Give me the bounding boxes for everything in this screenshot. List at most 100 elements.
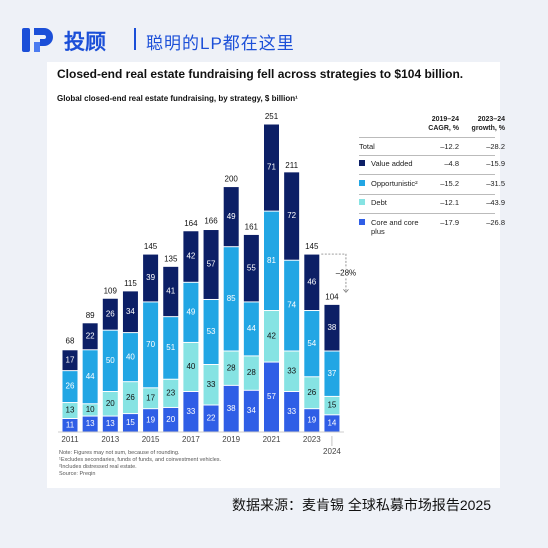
notes: Note: Figures may not sum, because of ro… [59,450,221,478]
bar-segment [122,382,138,414]
segment-label: 49 [186,307,195,316]
segment-label: 81 [267,256,276,265]
segment-label: 51 [166,343,175,352]
segment-label: 26 [307,388,316,397]
footer-source: 数据来源：麦肯锡 全球私募市场报告2025 [232,497,492,513]
bar-segment [264,124,279,211]
bar-segment [284,392,300,432]
bar-segment [183,231,199,282]
segment-label: 28 [247,368,256,377]
brand: 投顾 [64,31,106,54]
total-label: 135 [164,254,178,263]
segment-label: 54 [307,339,316,348]
bar-segment [62,419,78,432]
bar-segment [82,323,98,350]
bar-segment [183,392,199,432]
table-rule [359,193,495,195]
bar-segment [223,351,239,385]
slogan: 聪明的LP都在这里 [146,34,295,53]
segment-label: 10 [86,405,95,414]
segment-label: 49 [227,212,236,221]
segment-label: 15 [126,418,135,427]
bar-segment [243,390,259,432]
bar-segment [243,234,259,302]
table-value: –43.9 [486,198,505,207]
segment-label: 46 [307,277,316,286]
table-header: 2019–24 CAGR, % [428,116,459,132]
annotation-arrow [321,253,347,293]
segment-label: 33 [287,407,296,416]
total-label: 251 [265,112,279,121]
legend-swatch [359,199,365,205]
x-tick-label: 2021 [263,435,281,444]
bar-segment [304,254,320,311]
arrow-head [343,289,349,293]
segment-label: 26 [106,309,115,318]
segment-label: 74 [287,301,296,310]
segment-label: 57 [207,260,216,269]
segment-label: 38 [227,404,236,413]
chart-subtitle: Global closed-end real estate fundraisin… [57,94,298,103]
segment-label: 33 [287,366,296,375]
segment-label: 15 [327,401,336,410]
bar-segment [264,362,279,432]
bar-segment [324,396,340,415]
segment-label: 55 [247,263,256,272]
bar-segment [284,172,300,260]
segment-label: 14 [327,419,336,428]
total-label: 145 [144,242,158,251]
table-value: –28.2 [486,142,505,151]
x-tick-label: 2024 [323,447,341,456]
bar-segment [143,388,159,409]
segment-label: 40 [186,362,195,371]
table-value: –12.2 [440,142,459,151]
segment-label: 70 [146,340,155,349]
table-value: –12.1 [440,198,459,207]
segment-label: 13 [106,419,115,428]
bar-segment [183,342,199,392]
bar-segment [163,317,179,379]
segment-label: 28 [227,363,236,372]
bar-segment [82,350,98,404]
table-value: –31.5 [486,178,505,188]
total-label: 200 [225,175,239,184]
bar-segment [122,414,138,432]
legend-swatch [359,179,365,186]
bar-segment [143,302,159,388]
logo-icon [22,28,53,52]
bar-segment [223,187,239,247]
x-tick-label: 2011 [61,435,79,444]
segment-label: 40 [126,352,135,361]
table-value: –15.9 [486,159,505,168]
segment-label: 37 [327,369,336,378]
table-rule [359,174,495,175]
segment-label: 42 [267,331,276,340]
segment-label: 85 [227,294,236,303]
chart-panel: Closed-end real estate fundraising fell … [47,62,505,488]
segment-label: 13 [66,406,75,415]
segment-label: 23 [166,388,175,397]
bar-segment [203,230,219,299]
bar-segment [284,351,300,392]
bar-segment [122,291,138,333]
segment-label: 33 [186,407,195,416]
segment-label: 26 [66,382,75,391]
table-rule [359,155,495,156]
total-label: 145 [305,242,319,251]
segment-label: 20 [106,399,115,408]
segment-label: 53 [207,327,216,336]
total-label: 68 [66,337,75,346]
total-label: 161 [245,223,259,232]
segment-label: 26 [126,393,135,402]
bar-segment [304,311,320,377]
segment-label: 34 [247,406,256,415]
note: ²Includes distressed real estate. [59,464,137,470]
bar-segment [243,356,259,390]
segment-label: 34 [126,307,135,316]
note: Source: Preqin [59,471,96,477]
bar-segment [143,409,159,432]
bar-segment [203,365,219,405]
bar-segment [62,350,78,371]
table-value: –17.9 [440,217,459,227]
